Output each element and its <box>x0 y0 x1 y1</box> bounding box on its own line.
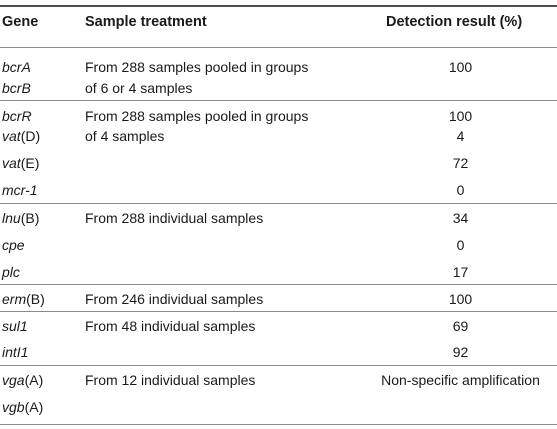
result-cell: 100 <box>448 291 473 307</box>
row-group-divider <box>0 203 557 204</box>
treatment-cell: From 12 individual samples <box>85 372 256 388</box>
gene-cell: mcr-1 <box>2 182 38 198</box>
row-group-divider <box>0 284 557 285</box>
row-group-divider <box>0 365 557 366</box>
treatment-cell: of 4 samples <box>85 128 165 144</box>
gene-cell: vga(A) <box>2 372 44 388</box>
treatment-cell: From 288 individual samples <box>85 210 264 226</box>
gene-cell: bcrR <box>2 108 32 124</box>
result-cell: 100 <box>448 59 473 75</box>
gene-cell: lnu(B) <box>2 210 40 226</box>
result-cell: 4 <box>456 128 465 144</box>
treatment-cell: From 246 individual samples <box>85 291 264 307</box>
row-group-divider <box>0 100 557 101</box>
result-cell: 34 <box>452 210 469 226</box>
gene-cell: vat(E) <box>2 155 40 171</box>
treatment-cell: From 48 individual samples <box>85 318 256 334</box>
gene-cell: cpe <box>2 237 25 253</box>
table-top-rule <box>0 5 557 7</box>
treatment-cell: of 6 or 4 samples <box>85 80 193 96</box>
row-group-divider <box>0 311 557 312</box>
header-gene: Gene <box>2 14 39 30</box>
gene-cell: plc <box>2 264 20 280</box>
treatment-cell: From 288 samples pooled in groups <box>85 59 309 75</box>
gene-cell: vgb(A) <box>2 399 44 415</box>
header-detection-result: Detection result (%) <box>386 14 523 30</box>
result-cell: 0 <box>456 182 465 198</box>
result-cell: 0 <box>456 237 465 253</box>
header-sample-treatment: Sample treatment <box>85 14 207 30</box>
result-cell: 72 <box>452 155 469 171</box>
result-cell: 17 <box>452 264 469 280</box>
gene-cell: bcrB <box>2 80 31 96</box>
treatment-cell: From 288 samples pooled in groups <box>85 108 309 124</box>
gene-cell: sul1 <box>2 318 28 334</box>
result-cell: 69 <box>452 318 469 334</box>
gene-cell: intI1 <box>2 344 29 360</box>
gene-cell: erm(B) <box>2 291 45 307</box>
header-rule <box>0 47 557 48</box>
result-cell: 100 <box>448 108 473 124</box>
result-cell: Non-specific amplification <box>381 372 540 388</box>
table-bottom-rule <box>0 424 557 425</box>
gene-cell: vat(D) <box>2 128 41 144</box>
result-cell: 92 <box>452 344 469 360</box>
gene-cell: bcrA <box>2 59 31 75</box>
